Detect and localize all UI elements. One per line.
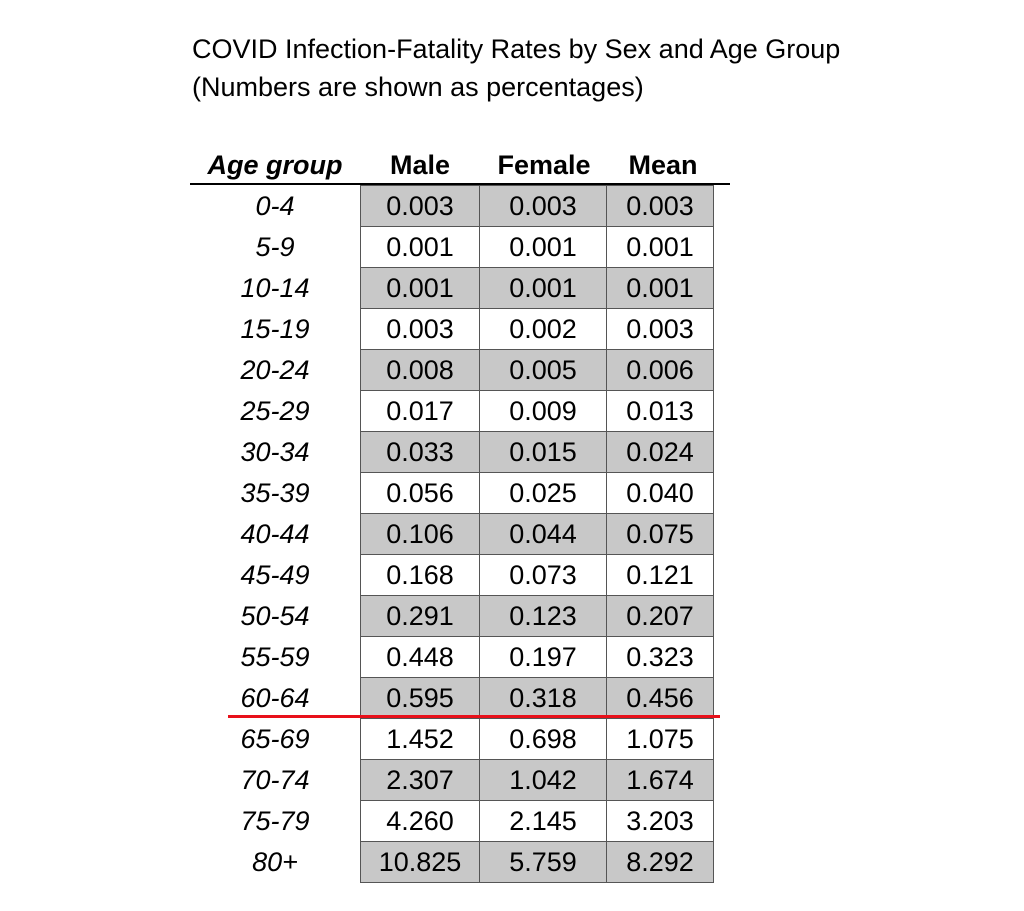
table-row: 75-79 4.260 2.145 3.203 (190, 800, 714, 842)
age-group-cell: 60-64 (240, 683, 310, 713)
age-group-cell: 0-4 (255, 191, 295, 221)
table-row: 10-14 0.001 0.001 0.001 (190, 267, 714, 309)
female-value-cell: 0.318 (479, 677, 607, 719)
male-value-cell: 0.448 (360, 636, 480, 678)
male-value-cell: 4.260 (360, 800, 480, 842)
mean-value-cell: 0.121 (606, 554, 714, 596)
female-value-cell: 0.698 (479, 718, 607, 760)
age-group-cell: 10-14 (240, 273, 310, 303)
male-value-cell: 0.033 (360, 431, 480, 473)
female-value-cell: 0.002 (479, 308, 607, 350)
table-row: 55-59 0.448 0.197 0.323 (190, 636, 714, 678)
age-group-cell: 5-9 (255, 232, 295, 262)
header-age-group: Age group (207, 150, 343, 180)
female-value-cell: 0.073 (479, 554, 607, 596)
female-value-cell: 0.015 (479, 431, 607, 473)
female-value-cell: 0.001 (479, 226, 607, 268)
male-value-cell: 0.106 (360, 513, 480, 555)
title-line-1: COVID Infection-Fatality Rates by Sex an… (192, 34, 841, 64)
table-row: 40-44 0.106 0.044 0.075 (190, 513, 714, 555)
mean-value-cell: 0.003 (606, 185, 714, 227)
header-male: Male (389, 150, 451, 180)
table-row: 20-24 0.008 0.005 0.006 (190, 349, 714, 391)
mean-value-cell: 0.001 (606, 267, 714, 309)
age-group-cell: 30-34 (240, 437, 310, 467)
table-row: 35-39 0.056 0.025 0.040 (190, 472, 714, 514)
age-60-divider-line (228, 715, 720, 718)
mean-value-cell: 1.674 (606, 759, 714, 801)
ifr-table: Age group Male Female Mean 0-4 0.003 0.003… (190, 142, 730, 883)
mean-value-cell: 0.040 (606, 472, 714, 514)
table-row: 70-74 2.307 1.042 1.674 (190, 759, 714, 801)
male-value-cell: 0.003 (360, 308, 480, 350)
age-group-cell: 80+ (252, 847, 298, 877)
mean-value-cell: 0.323 (606, 636, 714, 678)
age-group-cell: 35-39 (240, 478, 310, 508)
male-value-cell: 0.291 (360, 595, 480, 637)
age-group-cell: 50-54 (240, 601, 310, 631)
female-value-cell: 0.001 (479, 267, 607, 309)
table-row: 80+ 10.825 5.759 8.292 (190, 841, 714, 883)
female-value-cell: 0.044 (479, 513, 607, 555)
female-value-cell: 5.759 (479, 841, 607, 883)
table-row: 0-4 0.003 0.003 0.003 (190, 185, 714, 227)
table-row: 15-19 0.003 0.002 0.003 (190, 308, 714, 350)
female-value-cell: 0.005 (479, 349, 607, 391)
age-group-cell: 15-19 (240, 314, 310, 344)
mean-value-cell: 0.075 (606, 513, 714, 555)
male-value-cell: 2.307 (360, 759, 480, 801)
table-row: 45-49 0.168 0.073 0.121 (190, 554, 714, 596)
table-row: 30-34 0.033 0.015 0.024 (190, 431, 714, 473)
mean-value-cell: 0.456 (606, 677, 714, 719)
table-row: 65-69 1.452 0.698 1.075 (190, 718, 714, 760)
mean-value-cell: 0.003 (606, 308, 714, 350)
header-female: Female (497, 150, 591, 180)
mean-value-cell: 1.075 (606, 718, 714, 760)
male-value-cell: 10.825 (360, 841, 480, 883)
table-row: 60-64 0.595 0.318 0.456 (190, 677, 714, 719)
male-value-cell: 0.001 (360, 267, 480, 309)
age-group-cell: 65-69 (240, 724, 310, 754)
chart-title: COVID Infection-Fatality Rates by Sex an… (192, 30, 840, 106)
title-line-2: (Numbers are shown as percentages) (192, 72, 644, 102)
male-value-cell: 0.056 (360, 472, 480, 514)
table-row: 50-54 0.291 0.123 0.207 (190, 595, 714, 637)
male-value-cell: 0.595 (360, 677, 480, 719)
table-body: 0-4 0.003 0.003 0.003 5-9 0.001 0.001 0.001 10-1… (190, 185, 714, 883)
mean-value-cell: 0.207 (606, 595, 714, 637)
age-group-cell: 40-44 (240, 519, 310, 549)
header-mean: Mean (628, 150, 698, 180)
female-value-cell: 0.197 (479, 636, 607, 678)
female-value-cell: 0.025 (479, 472, 607, 514)
female-value-cell: 0.003 (479, 185, 607, 227)
male-value-cell: 0.168 (360, 554, 480, 596)
mean-value-cell: 8.292 (606, 841, 714, 883)
mean-value-cell: 0.006 (606, 349, 714, 391)
age-group-cell: 70-74 (240, 765, 310, 795)
female-value-cell: 1.042 (479, 759, 607, 801)
age-group-cell: 55-59 (240, 642, 310, 672)
age-group-cell: 75-79 (240, 806, 310, 836)
mean-value-cell: 0.024 (606, 431, 714, 473)
mean-value-cell: 3.203 (606, 800, 714, 842)
male-value-cell: 1.452 (360, 718, 480, 760)
age-group-cell: 20-24 (240, 355, 310, 385)
female-value-cell: 0.123 (479, 595, 607, 637)
table-row: 5-9 0.001 0.001 0.001 (190, 226, 714, 268)
male-value-cell: 0.001 (360, 226, 480, 268)
mean-value-cell: 0.013 (606, 390, 714, 432)
female-value-cell: 2.145 (479, 800, 607, 842)
male-value-cell: 0.017 (360, 390, 480, 432)
mean-value-cell: 0.001 (606, 226, 714, 268)
table-row: 25-29 0.017 0.009 0.013 (190, 390, 714, 432)
age-group-cell: 45-49 (240, 560, 310, 590)
male-value-cell: 0.003 (360, 185, 480, 227)
table-header-row: Age group Male Female Mean (190, 142, 730, 185)
male-value-cell: 0.008 (360, 349, 480, 391)
age-group-cell: 25-29 (240, 396, 310, 426)
female-value-cell: 0.009 (479, 390, 607, 432)
